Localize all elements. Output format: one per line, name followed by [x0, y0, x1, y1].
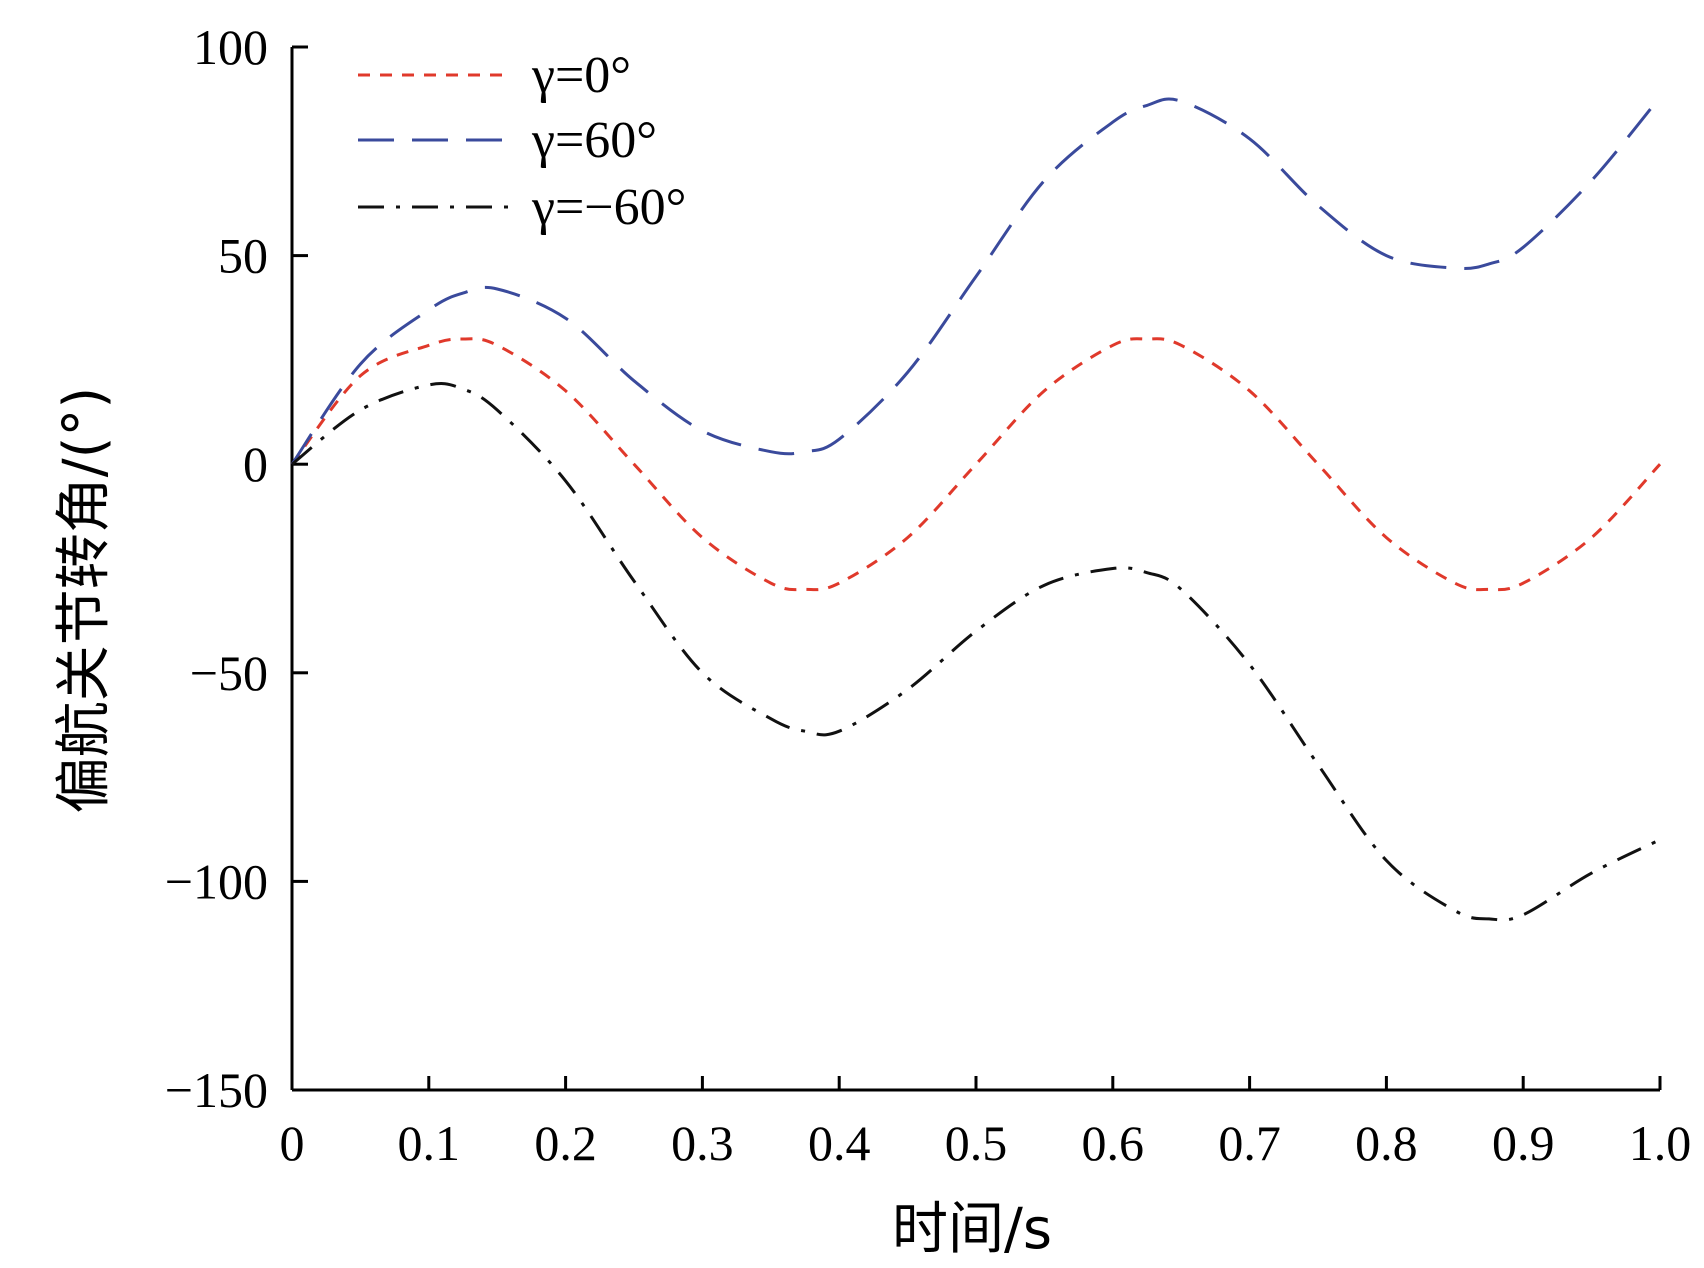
legend-label-1: γ=60° [531, 112, 657, 169]
x-tick-label: 0.2 [534, 1115, 597, 1171]
y-tick-label: 0 [243, 436, 268, 492]
y-tick-label: −50 [190, 645, 268, 701]
series-line-1 [290, 96, 1662, 466]
x-axis-title: 时间/s [892, 1197, 1052, 1262]
x-tick-label: 0 [280, 1115, 305, 1171]
y-axis-title: 偏航关节转角/(°) [52, 387, 117, 814]
x-tick-label: 0.7 [1218, 1115, 1281, 1171]
x-tick-label: 0.1 [398, 1115, 461, 1171]
x-tick-label: 0.9 [1492, 1115, 1555, 1171]
x-tick-label: 1.0 [1629, 1115, 1692, 1171]
series-line-0 [290, 337, 1662, 592]
y-tick-label: 50 [218, 228, 268, 284]
x-tick-label: 0.5 [945, 1115, 1008, 1171]
legend-label-2: γ=−60° [531, 179, 686, 236]
y-tick-label: −150 [165, 1062, 268, 1118]
y-tick-label: −100 [165, 853, 268, 909]
legend-label-0: γ=0° [531, 47, 631, 104]
series-layer [290, 96, 1662, 922]
y-tick-label: 100 [193, 19, 268, 75]
legend: γ=0° γ=60° γ=−60° [358, 47, 686, 236]
x-tick-label: 0.3 [671, 1115, 734, 1171]
series-line-2 [291, 382, 1661, 922]
x-tick-label: 0.6 [1082, 1115, 1145, 1171]
x-tick-label: 0.8 [1355, 1115, 1418, 1171]
x-tick-label: 0.4 [808, 1115, 871, 1171]
